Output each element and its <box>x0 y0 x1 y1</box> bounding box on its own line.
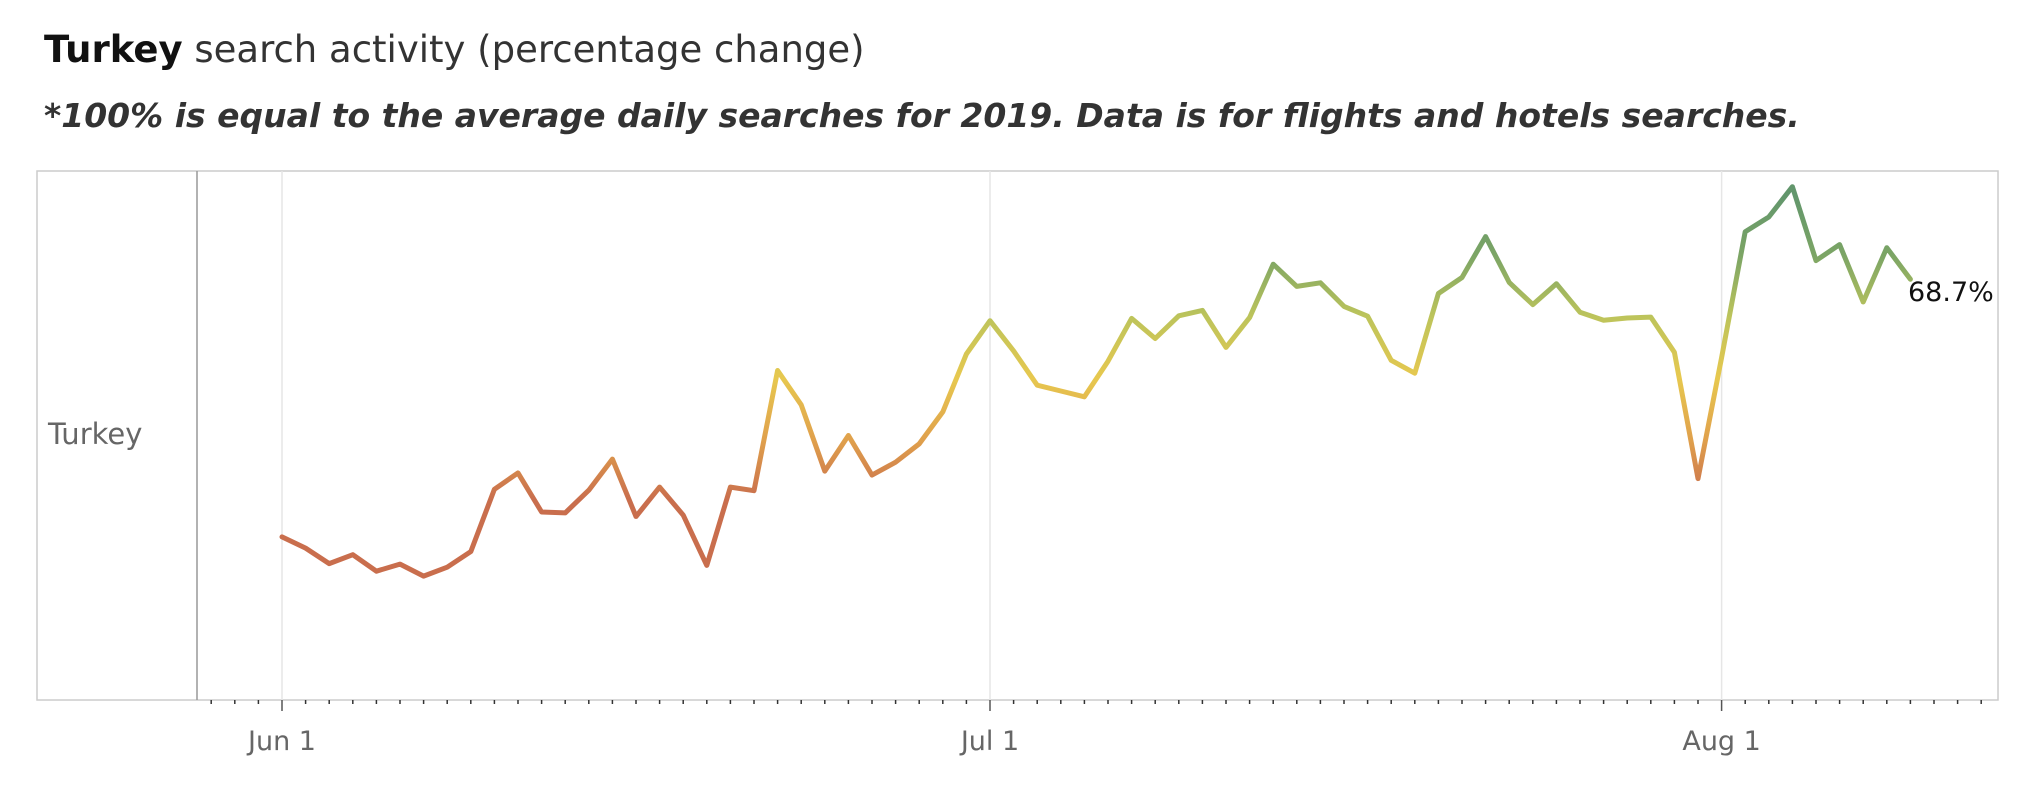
last-value-label: 68.7% <box>1908 277 1994 308</box>
x-tick-label: Aug 1 <box>1682 726 1760 757</box>
x-axis-ticks <box>210 700 1982 711</box>
gridlines <box>281 171 1723 700</box>
title-country: Turkey <box>44 28 183 71</box>
x-axis-labels: Jun 1 Jul 1 Aug 1 <box>246 726 1761 757</box>
chart-subtitle: *100% is equal to the average daily sear… <box>44 96 1800 135</box>
x-tick-label: Jul 1 <box>959 726 1019 757</box>
x-tick-label: Jun 1 <box>246 726 316 757</box>
chart-title: Turkey search activity (percentage chang… <box>44 28 865 71</box>
row-label: Turkey <box>47 417 142 451</box>
series-line <box>279 184 1913 579</box>
title-rest: search activity (percentage change) <box>182 28 865 71</box>
plot-frame <box>36 170 1999 701</box>
